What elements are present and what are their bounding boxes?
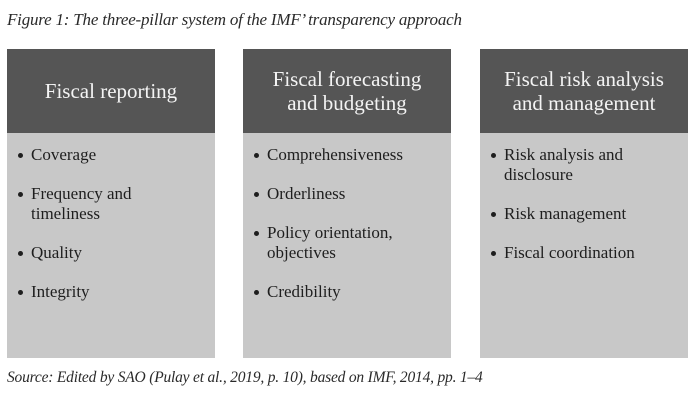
list-item-text: Frequency and timeliness xyxy=(31,184,132,223)
pillar-title: Fiscal risk analysis and management xyxy=(504,67,664,115)
bullet-icon xyxy=(491,153,496,158)
pillar-item-list: Coverage Frequency and timeliness Qualit… xyxy=(7,133,215,302)
list-item-text: Comprehensiveness xyxy=(267,145,403,164)
pillar-fiscal-reporting: Fiscal reporting Coverage Frequency and … xyxy=(7,49,215,358)
list-item: Policy orientation, objectives xyxy=(251,223,443,263)
list-item-text: Policy orientation, objectives xyxy=(267,223,393,262)
list-item-text: Credibility xyxy=(267,282,341,301)
list-item-text: Orderliness xyxy=(267,184,346,203)
bullet-icon xyxy=(254,192,259,197)
pillar-title: Fiscal reporting xyxy=(44,79,178,103)
list-item: Risk management xyxy=(488,204,680,224)
list-item: Comprehensiveness xyxy=(251,145,443,165)
list-item-text: Coverage xyxy=(31,145,97,164)
list-item: Frequency and timeliness xyxy=(15,184,207,224)
list-item: Quality xyxy=(15,243,207,263)
pillar-fiscal-risk-analysis-management: Fiscal risk analysis and management Risk… xyxy=(480,49,688,358)
list-item: Orderliness xyxy=(251,184,443,204)
list-item-text: Quality xyxy=(31,243,82,262)
bullet-icon xyxy=(254,153,259,158)
bullet-icon xyxy=(254,231,259,236)
bullet-icon xyxy=(491,251,496,256)
figure-source: Source: Edited by SAO (Pulay et al., 201… xyxy=(7,369,483,386)
list-item-text: Risk analysis and disclosure xyxy=(504,145,623,184)
list-item-text: Integrity xyxy=(31,282,90,301)
bullet-icon xyxy=(18,192,23,197)
bullet-icon xyxy=(491,212,496,217)
bullet-icon xyxy=(254,290,259,295)
pillar-header: Fiscal forecasting and budgeting xyxy=(243,49,451,133)
pillar-item-list: Risk analysis and disclosure Risk manage… xyxy=(480,133,688,263)
figure-title: Figure 1: The three-pillar system of the… xyxy=(7,10,462,29)
bullet-icon xyxy=(18,251,23,256)
pillar-item-list: Comprehensiveness Orderliness Policy ori… xyxy=(243,133,451,302)
list-item-text: Fiscal coordination xyxy=(504,243,635,262)
list-item: Credibility xyxy=(251,282,443,302)
list-item: Coverage xyxy=(15,145,207,165)
pillar-header: Fiscal risk analysis and management xyxy=(480,49,688,133)
list-item: Fiscal coordination xyxy=(488,243,680,263)
bullet-icon xyxy=(18,290,23,295)
pillar-header: Fiscal reporting xyxy=(7,49,215,133)
list-item-text: Risk management xyxy=(504,204,627,223)
bullet-icon xyxy=(18,153,23,158)
pillar-title: Fiscal forecasting and budgeting xyxy=(272,67,422,115)
list-item: Risk analysis and disclosure xyxy=(488,145,680,185)
list-item: Integrity xyxy=(15,282,207,302)
pillar-fiscal-forecasting-budgeting: Fiscal forecasting and budgeting Compreh… xyxy=(243,49,451,358)
